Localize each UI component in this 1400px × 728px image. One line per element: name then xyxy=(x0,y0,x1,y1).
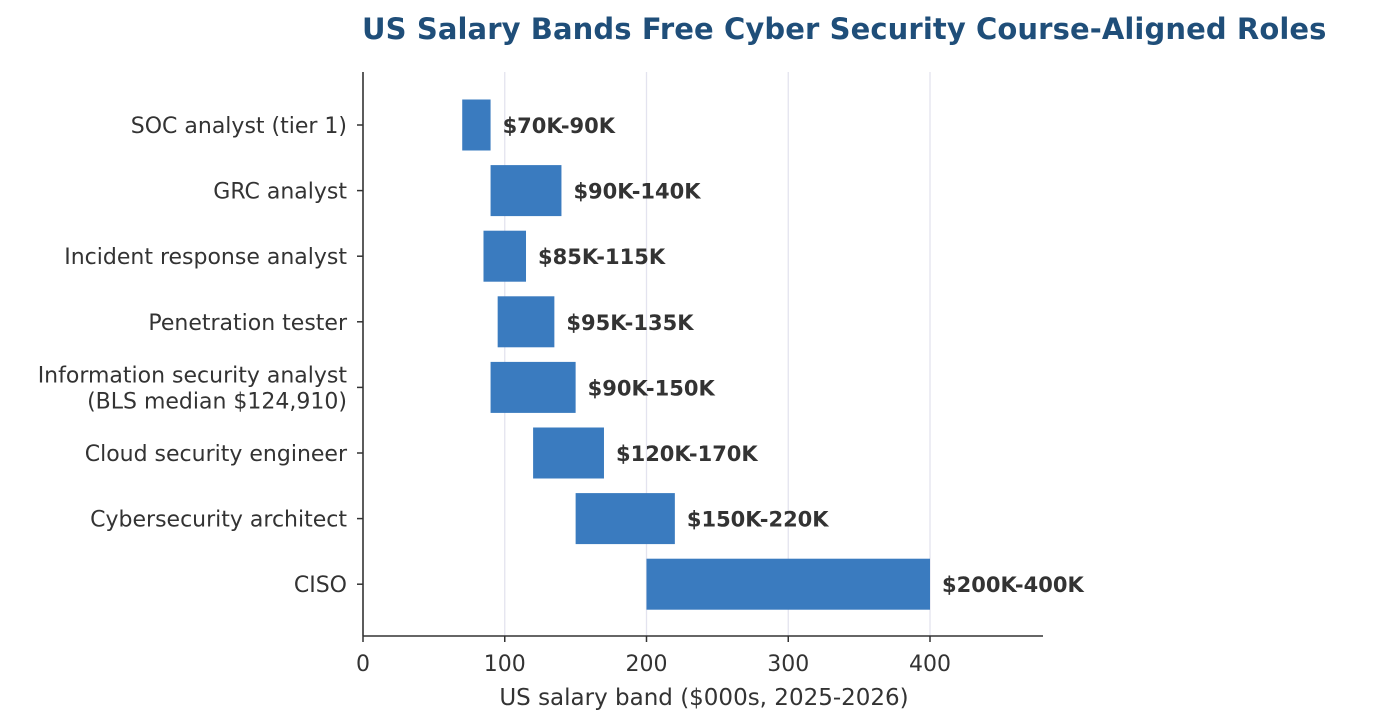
y-tick-label: GRC analyst xyxy=(213,180,347,205)
bar-value-label: $120K-170K xyxy=(616,442,758,466)
y-tick-label: (BLS median $124,910) xyxy=(87,389,347,414)
bar xyxy=(533,427,604,479)
bar xyxy=(462,99,491,151)
bar-value-label: $90K-150K xyxy=(588,376,716,400)
y-tick-label: Cloud security engineer xyxy=(85,442,348,467)
y-tick-label: Penetration tester xyxy=(148,311,348,336)
bar-value-label: $200K-400K xyxy=(942,573,1084,597)
y-tick-label: Incident response analyst xyxy=(64,245,347,270)
x-tick-label: 100 xyxy=(484,652,526,677)
y-tick-label: SOC analyst (tier 1) xyxy=(131,114,347,139)
bar xyxy=(490,361,576,413)
chart-title: US Salary Bands Free Cyber Security Cour… xyxy=(362,12,1327,46)
bar-value-label: $150K-220K xyxy=(687,508,829,532)
bar xyxy=(646,558,930,610)
x-axis-title: US salary band ($000s, 2025-2026) xyxy=(499,685,908,711)
x-tick-label: 200 xyxy=(626,652,668,677)
x-tick-label: 0 xyxy=(356,652,370,677)
y-tick-label: Information security analyst xyxy=(38,363,348,388)
x-tick-label: 300 xyxy=(767,652,809,677)
bar xyxy=(483,230,527,282)
y-tick-label: CISO xyxy=(294,573,347,598)
bar xyxy=(575,493,675,545)
bar-value-label: $70K-90K xyxy=(503,114,616,138)
bar xyxy=(497,296,555,348)
y-tick-label: Cybersecurity architect xyxy=(90,508,347,533)
x-tick-label: 400 xyxy=(909,652,951,677)
bar-value-label: $90K-140K xyxy=(573,180,701,204)
bar-value-label: $95K-135K xyxy=(566,311,694,335)
bar-value-label: $85K-115K xyxy=(538,245,666,269)
bar xyxy=(490,165,562,217)
